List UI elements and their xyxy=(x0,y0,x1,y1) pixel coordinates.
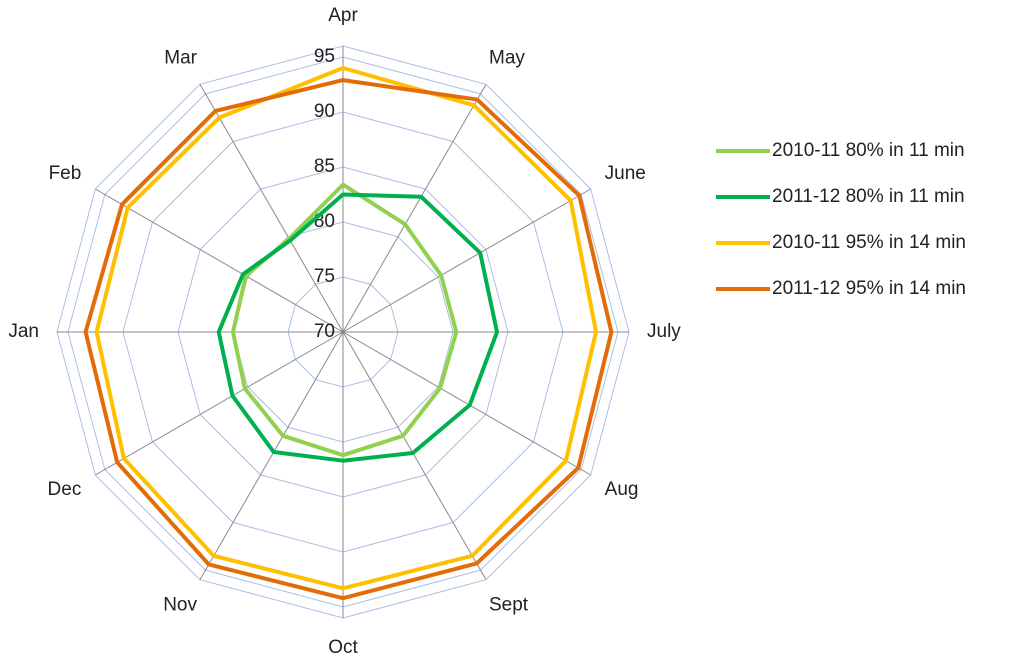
spoke xyxy=(342,331,591,476)
legend-label: 2010-11 95% in 14 min xyxy=(772,232,966,253)
category-label: June xyxy=(605,163,646,184)
category-label: Mar xyxy=(164,47,197,68)
category-label: Feb xyxy=(49,163,82,184)
category-label: Oct xyxy=(328,637,358,658)
legend-label: 2011-12 80% in 11 min xyxy=(772,186,965,207)
series-line xyxy=(94,66,598,591)
spoke xyxy=(199,84,344,333)
category-label: Aug xyxy=(605,479,639,500)
r-tick-label: 95 xyxy=(314,46,335,67)
category-label: Jan xyxy=(8,321,39,342)
r-tick-label: 90 xyxy=(314,101,335,122)
spoke xyxy=(342,188,591,333)
spoke xyxy=(95,188,344,333)
r-tick-label: 70 xyxy=(314,321,335,342)
category-label: Dec xyxy=(48,479,82,500)
legend-label: 2011-12 95% in 14 min xyxy=(772,278,966,299)
legend-label: 2010-11 80% in 11 min xyxy=(772,140,965,161)
category-label: Sept xyxy=(489,595,529,616)
category-label: Apr xyxy=(328,5,358,26)
series-line xyxy=(216,192,499,463)
r-tick-label: 80 xyxy=(314,211,335,232)
r-tick-label: 85 xyxy=(314,156,335,177)
category-label: Nov xyxy=(163,595,197,616)
series-line xyxy=(83,78,614,601)
category-label: May xyxy=(489,47,525,68)
series-line xyxy=(231,182,459,458)
category-label: July xyxy=(647,321,681,342)
spoke xyxy=(342,331,487,580)
spoke xyxy=(199,331,344,580)
spoke xyxy=(342,84,487,333)
r-tick-label: 75 xyxy=(314,266,335,287)
spoke xyxy=(95,331,344,476)
